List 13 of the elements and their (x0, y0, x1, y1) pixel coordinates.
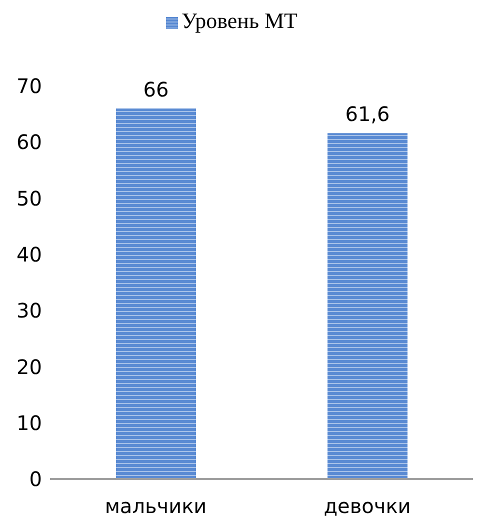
y-tick-label: 40 (16, 242, 42, 267)
y-tick-label: 0 (29, 467, 42, 492)
legend-label: Уровень МТ (182, 8, 298, 33)
y-tick-label: 60 (16, 130, 42, 154)
y-tick-label: 50 (16, 186, 42, 210)
y-tick-label: 20 (16, 354, 42, 379)
data-label: 66 (143, 77, 169, 102)
x-tick-label: девочки (324, 494, 411, 518)
data-label: 61,6 (345, 102, 390, 126)
x-tick-label: мальчики (104, 494, 207, 518)
y-tick-label: 10 (16, 410, 42, 435)
y-tick-label: 30 (16, 298, 42, 323)
y-tick-label: 70 (16, 74, 42, 98)
